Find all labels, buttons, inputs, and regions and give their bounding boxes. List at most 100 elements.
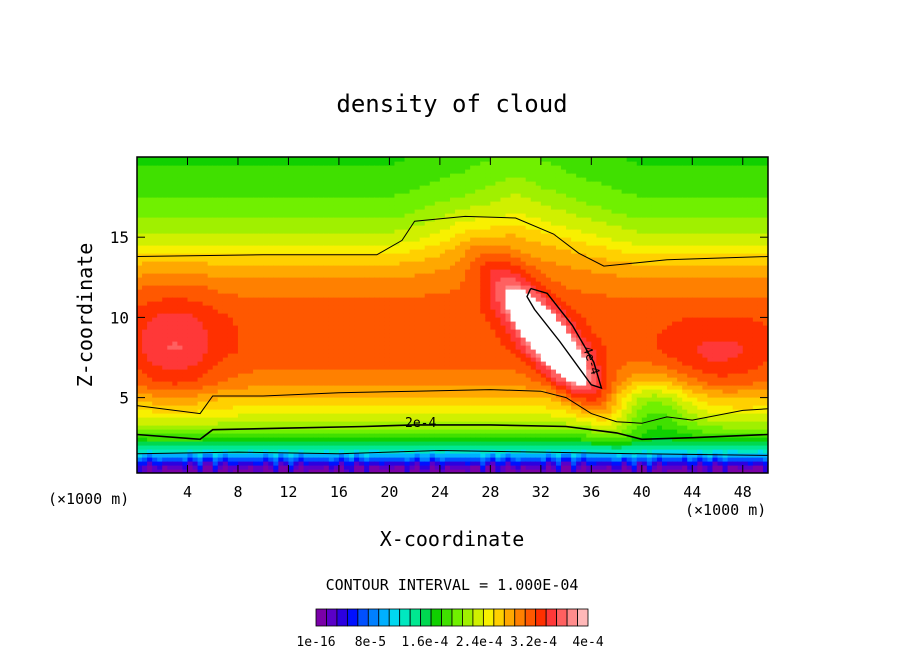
field-cell [162, 261, 168, 266]
field-cell [399, 241, 406, 246]
field-cell [212, 417, 219, 422]
field-cell [232, 281, 239, 286]
field-cell [409, 281, 416, 286]
field-cell [187, 277, 194, 282]
field-cell [434, 253, 441, 258]
field-cell [318, 245, 325, 250]
field-cell [142, 377, 148, 382]
field-cell [293, 253, 300, 258]
field-cell [222, 437, 229, 442]
field-cell [328, 297, 335, 302]
field-cell [142, 217, 148, 222]
field-cell [222, 217, 229, 222]
field-cell [293, 381, 300, 386]
field-cell [232, 293, 239, 298]
field-cell [237, 389, 244, 394]
field-cell [409, 329, 416, 334]
field-cell [258, 357, 264, 362]
field-cell [167, 381, 173, 386]
field-cell [404, 437, 411, 442]
field-cell [243, 317, 249, 322]
field-cell [298, 221, 305, 226]
field-cell [232, 269, 239, 274]
field-cell [303, 329, 310, 334]
field-cell [394, 421, 401, 426]
field-cell [359, 341, 365, 346]
field-cell [253, 221, 259, 226]
field-cell [142, 313, 148, 318]
field-cell [338, 381, 345, 386]
field-cell [157, 269, 163, 274]
field-cell [338, 313, 345, 318]
field-cell [434, 397, 441, 402]
field-cell [449, 289, 456, 294]
field-cell [384, 441, 390, 446]
field-cell [343, 253, 350, 258]
field-cell [162, 181, 168, 186]
field-cell [222, 233, 229, 238]
field-cell [222, 429, 229, 434]
field-cell [384, 237, 390, 242]
field-cell [243, 397, 249, 402]
field-cell [243, 333, 249, 338]
field-cell [354, 237, 360, 242]
field-cell [147, 401, 153, 406]
field-cell [283, 321, 290, 326]
field-cell [212, 165, 219, 170]
field-cell [202, 169, 209, 174]
field-cell [429, 417, 436, 422]
field-cell [394, 413, 401, 418]
field-cell [404, 377, 411, 382]
field-cell [273, 341, 279, 346]
field-cell [177, 365, 184, 370]
field-cell [217, 225, 224, 230]
field-cell [389, 321, 396, 326]
field-cell [414, 293, 421, 298]
field-cell [227, 309, 234, 314]
field-cell [419, 425, 426, 430]
field-cell [444, 317, 451, 322]
field-cell [152, 185, 158, 190]
field-cell [338, 409, 345, 414]
field-cell [182, 305, 189, 310]
field-cell [227, 173, 234, 178]
field-cell [167, 449, 173, 454]
field-cell [172, 321, 178, 326]
field-cell [227, 405, 234, 410]
field-cell [389, 457, 396, 462]
field-cell [293, 349, 300, 354]
field-cell [273, 373, 279, 378]
field-cell [389, 161, 396, 166]
field-cell [399, 413, 406, 418]
field-cell [162, 213, 168, 218]
field-cell [439, 325, 446, 330]
field-cell [389, 281, 396, 286]
field-cell [237, 365, 244, 370]
field-cell [283, 413, 290, 418]
field-cell [293, 321, 300, 326]
field-cell [273, 325, 279, 330]
field-cell [328, 285, 335, 290]
field-cell [202, 381, 209, 386]
field-cell [313, 297, 320, 302]
field-cell [349, 201, 355, 206]
field-cell [248, 357, 254, 362]
field-cell [444, 273, 451, 278]
field-cell [449, 389, 456, 394]
field-cell [273, 377, 279, 382]
field-cell [308, 393, 315, 398]
field-cell [404, 293, 411, 298]
field-cell [217, 373, 224, 378]
field-cell [137, 353, 143, 358]
field-cell [152, 293, 158, 298]
field-cell [308, 305, 315, 310]
field-cell [177, 369, 184, 374]
field-cell [172, 349, 178, 354]
field-cell [288, 237, 295, 242]
field-cell [328, 253, 335, 258]
field-cell [177, 225, 184, 230]
field-cell [369, 225, 375, 230]
field-cell [318, 461, 325, 466]
field-cell [263, 325, 269, 330]
field-cell [434, 205, 441, 210]
